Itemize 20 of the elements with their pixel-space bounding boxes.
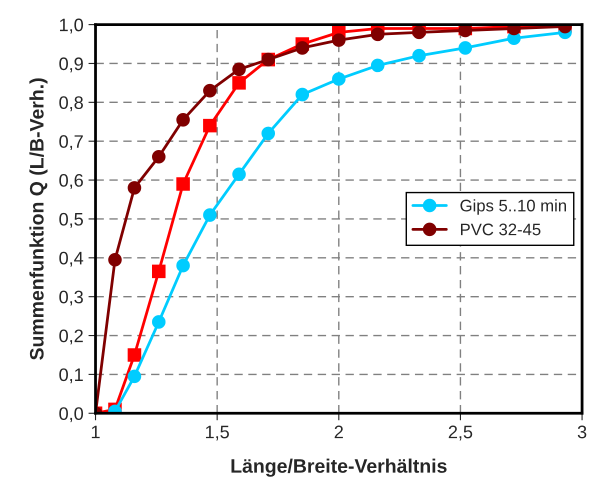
y-tick-label: 0,7 — [59, 135, 83, 150]
legend-label: Gips 5..10 min — [460, 199, 566, 215]
x-tick-label: 2 — [334, 426, 343, 438]
legend-label: PVC 32-45 — [460, 224, 540, 236]
x-tick-label: 2,5 — [448, 426, 472, 440]
y-tick-label: 0,4 — [59, 252, 84, 267]
y-axis-title: Summenfunktion Q (L/B-Verh.) — [29, 78, 48, 360]
y-tick-label: 0,6 — [59, 174, 83, 189]
y-tick-label: 0,8 — [59, 96, 83, 112]
y-tick-label: 0,1 — [59, 368, 83, 384]
y-tick-label: 0,3 — [59, 290, 83, 306]
x-tick-label: 1,5 — [206, 426, 229, 440]
y-tick-label: 0,5 — [59, 212, 83, 228]
x-tick-label: 1 — [92, 426, 100, 438]
y-tick-label: 1,0 — [60, 18, 84, 34]
y-tick-label: 0,9 — [59, 57, 83, 72]
x-axis-title: Länge/Breite-Verhältnis — [232, 458, 447, 477]
x-tick-label: 3 — [578, 426, 586, 438]
y-tick-label: 0,0 — [59, 407, 84, 422]
y-tick-label: 0,2 — [59, 329, 83, 344]
